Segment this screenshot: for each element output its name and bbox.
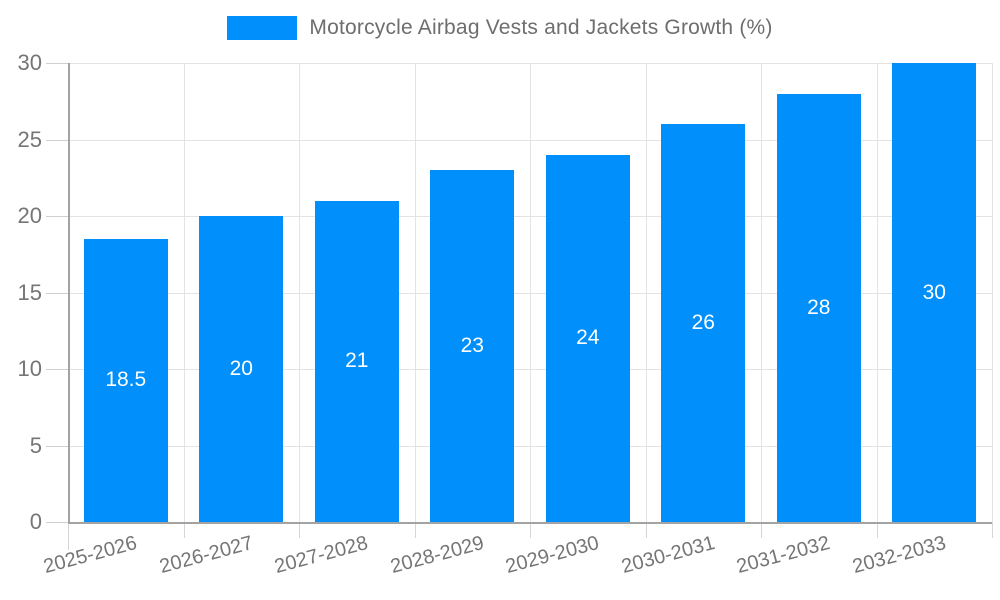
x-gridline xyxy=(876,63,878,522)
x-axis-tick-label: 2028-2029 xyxy=(387,532,486,579)
bar-value-label: 18.5 xyxy=(105,368,147,392)
chart-legend: Motorcycle Airbag Vests and Jackets Grow… xyxy=(0,16,1000,40)
x-gridline xyxy=(299,63,300,522)
y-tick-mark xyxy=(46,445,68,447)
y-axis-tick-label: 20 xyxy=(17,203,42,228)
x-tick-mark xyxy=(761,522,762,538)
y-axis-tick-label: 30 xyxy=(17,50,42,75)
y-tick-mark xyxy=(46,139,68,141)
bar-value-label: 30 xyxy=(922,280,946,304)
x-tick-mark xyxy=(645,522,647,538)
y-tick-mark xyxy=(46,522,68,523)
x-tick-mark xyxy=(876,522,878,538)
bar-2031-2032: 28 xyxy=(776,93,861,522)
x-axis-tick-label: 2026-2027 xyxy=(156,532,255,579)
y-tick-mark xyxy=(46,369,68,370)
x-gridline xyxy=(530,63,531,522)
legend-swatch-icon xyxy=(227,16,298,40)
x-gridline xyxy=(992,63,993,522)
bar-value-label: 21 xyxy=(345,349,369,373)
bar-value-label: 23 xyxy=(460,334,484,358)
y-tick-mark xyxy=(46,63,68,64)
x-tick-mark xyxy=(183,522,185,538)
x-gridline xyxy=(183,63,185,522)
x-axis-tick-label: 2031-2032 xyxy=(734,532,833,579)
bar-2028-2029: 23 xyxy=(430,170,515,522)
y-axis-tick-label: 10 xyxy=(17,356,42,381)
x-axis-line xyxy=(68,522,992,524)
x-gridline xyxy=(414,63,416,522)
bar-value-label: 26 xyxy=(691,311,715,335)
x-tick-mark xyxy=(414,522,416,538)
x-axis-tick-label: 2029-2030 xyxy=(503,532,602,579)
bar-2027-2028: 21 xyxy=(314,200,399,522)
x-axis-tick-label: 2030-2031 xyxy=(618,532,717,579)
x-tick-mark xyxy=(530,522,531,538)
x-axis-tick-label: 2032-2033 xyxy=(849,532,948,579)
x-axis-tick-label: 2027-2028 xyxy=(272,532,371,579)
y-axis-tick-label: 0 xyxy=(29,509,42,534)
bar-2026-2027: 20 xyxy=(199,216,284,522)
legend-series-label: Motorcycle Airbag Vests and Jackets Grow… xyxy=(309,16,773,39)
y-axis-tick-label: 15 xyxy=(17,279,42,305)
x-tick-mark xyxy=(299,522,300,538)
bar-2025-2026: 18.5 xyxy=(83,238,168,522)
bar-value-label: 20 xyxy=(229,357,253,380)
x-axis-tick-label: 2025-2026 xyxy=(41,532,140,579)
x-tick-mark xyxy=(992,522,993,538)
y-tick-mark xyxy=(46,292,68,294)
bar-2032-2033: 30 xyxy=(892,63,977,522)
bar-value-label: 28 xyxy=(807,295,831,319)
y-axis-line xyxy=(68,63,70,522)
y-axis-tick-label: 5 xyxy=(29,432,42,458)
bar-value-label: 24 xyxy=(576,326,600,350)
x-gridline xyxy=(645,63,647,522)
bar-2030-2031: 26 xyxy=(661,124,746,522)
y-axis-tick-label: 25 xyxy=(17,126,42,152)
x-gridline xyxy=(761,63,762,522)
bar-2029-2030: 24 xyxy=(545,154,630,522)
x-tick-mark xyxy=(68,522,69,550)
y-tick-mark xyxy=(46,216,68,217)
